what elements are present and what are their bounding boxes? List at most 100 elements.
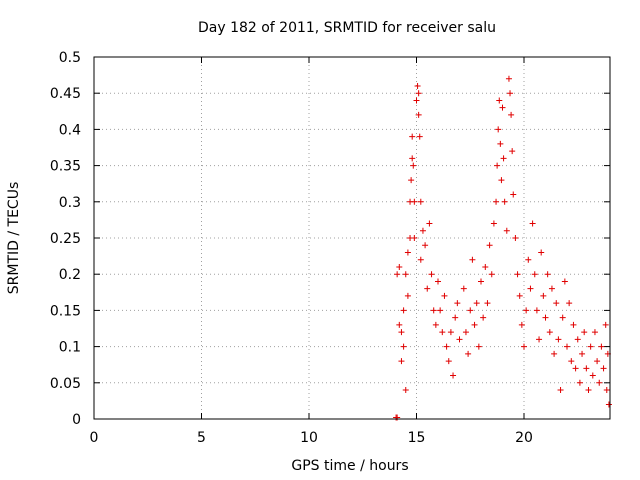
data-point [450,372,457,379]
data-point [579,350,586,357]
data-point [553,300,560,307]
data-point [480,314,487,321]
data-point [447,329,454,336]
data-point [422,242,429,249]
data-point [402,271,409,278]
data-point [409,155,416,162]
data-point [430,307,437,314]
data-point [467,307,474,314]
data-point [404,292,411,299]
data-point [551,350,558,357]
data-point [596,379,603,386]
data-point [419,227,426,234]
data-point [409,133,416,140]
data-point [503,227,510,234]
y-tick-label: 0.25 [50,231,81,247]
data-point [501,198,508,205]
data-point [484,300,491,307]
data-point [400,343,407,350]
tick-labels: 0 5 10 15 20 0 0.05 0.1 0.15 0.2 0.25 0.3 0.35 0.4 0.4… [50,50,533,446]
data-point [514,271,521,278]
data-point [478,278,484,285]
data-point [402,387,409,394]
data-point [529,220,536,227]
data-point [546,329,553,336]
data-point [394,414,401,421]
y-tick-label: 0.35 [50,159,81,175]
data-point [482,263,489,270]
data-point [495,126,502,133]
x-tick-label: 10 [300,430,318,446]
data-point [510,191,517,198]
data-point [445,358,452,365]
data-point [460,285,467,292]
data-point [559,314,566,321]
data-point [494,162,501,169]
data-point [512,235,519,241]
data-point [400,307,407,314]
data-point [540,292,547,299]
data-point [435,278,441,285]
data-point [594,358,601,365]
data-point [416,133,423,140]
chart-title: Day 182 of 2011, SRMTID for receiver sal… [198,20,496,36]
data-point [602,321,609,328]
y-tick-label: 0.2 [59,267,81,283]
data-point [394,271,401,278]
data-point [521,343,527,350]
y-tick-label: 0.5 [59,50,81,66]
y-tick-label: 0.45 [50,86,81,102]
data-point [572,365,579,372]
data-point [581,329,588,336]
data-point [605,401,612,408]
y-tick-label: 0.15 [50,303,81,319]
data-point [462,329,469,336]
y-tick-label: 0.4 [59,122,81,138]
data-point [486,242,493,249]
data-point [598,343,605,350]
data-point [536,336,543,343]
data-point [426,220,433,227]
data-point [589,372,596,379]
y-tick-label: 0.1 [59,340,81,356]
data-point [500,155,507,162]
data-point [414,82,421,89]
data-point [432,321,439,328]
data-point [443,343,450,350]
y-axis-label: SRMTID / TECUs [6,182,22,295]
data-point [574,336,581,343]
data-point [568,358,575,365]
data-point [496,97,503,104]
data-point [404,249,411,256]
data-point [490,220,497,227]
data-point [493,198,500,205]
data-point [441,292,448,299]
data-point [398,329,405,336]
data-point [456,336,463,343]
data-point [475,343,482,350]
data-point [544,271,551,278]
data-point [488,271,495,278]
data-point [585,387,592,394]
data-point [439,329,446,336]
data-point [555,336,562,343]
data-point [583,365,590,372]
x-tick-label: 0 [90,430,99,446]
data-point [471,321,478,328]
data-point [415,111,422,118]
data-point [398,358,405,365]
data-point [413,97,420,104]
y-tick-label: 0.05 [50,376,81,392]
plot-frame [93,56,611,420]
x-tick-label: 20 [515,430,533,446]
data-point [531,271,538,278]
data-point [557,387,564,394]
data-point [452,314,459,321]
data-point [570,321,577,328]
data-point [525,256,532,263]
data-point [498,177,505,184]
data-point [508,111,515,118]
data-point [499,104,506,111]
data-point [507,90,514,97]
data-point [396,321,403,328]
